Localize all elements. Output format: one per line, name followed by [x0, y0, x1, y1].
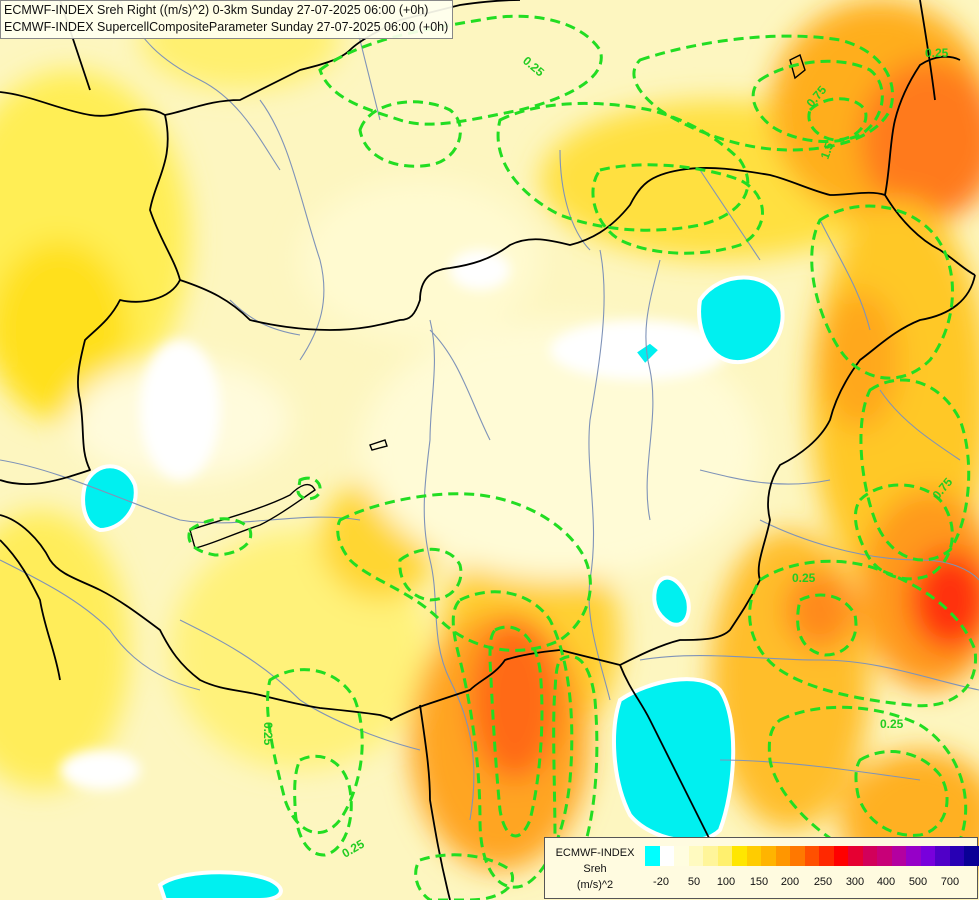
- cyan-patch: [81, 464, 138, 533]
- legend-tick-label: -20: [653, 876, 669, 888]
- negative-areas: [81, 275, 785, 900]
- rivers: [0, 0, 979, 821]
- title-line-2: ECMWF-INDEX SupercellCompositeParameter …: [4, 20, 449, 34]
- legend-tick-label: 500: [908, 876, 928, 888]
- contour-label: 0.25: [880, 717, 904, 731]
- cyan-patch: [157, 870, 283, 900]
- contour-label: 1.5: [818, 140, 837, 161]
- contour-label: 0.25: [925, 46, 949, 60]
- lakes: [189, 54, 806, 549]
- legend-tick-label: 200: [780, 876, 800, 888]
- legend-tick-label: 100: [716, 876, 736, 888]
- contour-label: 0.25: [792, 571, 816, 585]
- legend-tick-label: 300: [845, 876, 865, 888]
- legend-tick-label: 250: [813, 876, 833, 888]
- color-legend: ECMWF-INDEX Sreh (m/s)^2 -20 50 100 150 200 2…: [544, 837, 979, 899]
- title-line-1: ECMWF-INDEX Sreh Right ((m/s)^2) 0-3km S…: [4, 3, 429, 17]
- legend-tick-label: 400: [876, 876, 896, 888]
- title-box: ECMWF-INDEX Sreh Right ((m/s)^2) 0-3km S…: [0, 0, 454, 39]
- cyan-patch: [612, 677, 736, 843]
- contour-label: 0.25: [261, 722, 275, 746]
- legend-unit: (m/s)^2: [576, 879, 614, 891]
- legend-swatch: [964, 846, 979, 866]
- legend-tick-label: 150: [749, 876, 769, 888]
- legend-tick-label: 50: [687, 876, 701, 888]
- cyan-patch: [697, 275, 785, 365]
- legend-variable: Sreh: [583, 863, 607, 875]
- cyan-patch: [652, 575, 691, 627]
- legend-tick-label: 700: [940, 876, 960, 888]
- legend-title: ECMWF-INDEX: [555, 847, 635, 859]
- cyan-patch: [632, 340, 663, 368]
